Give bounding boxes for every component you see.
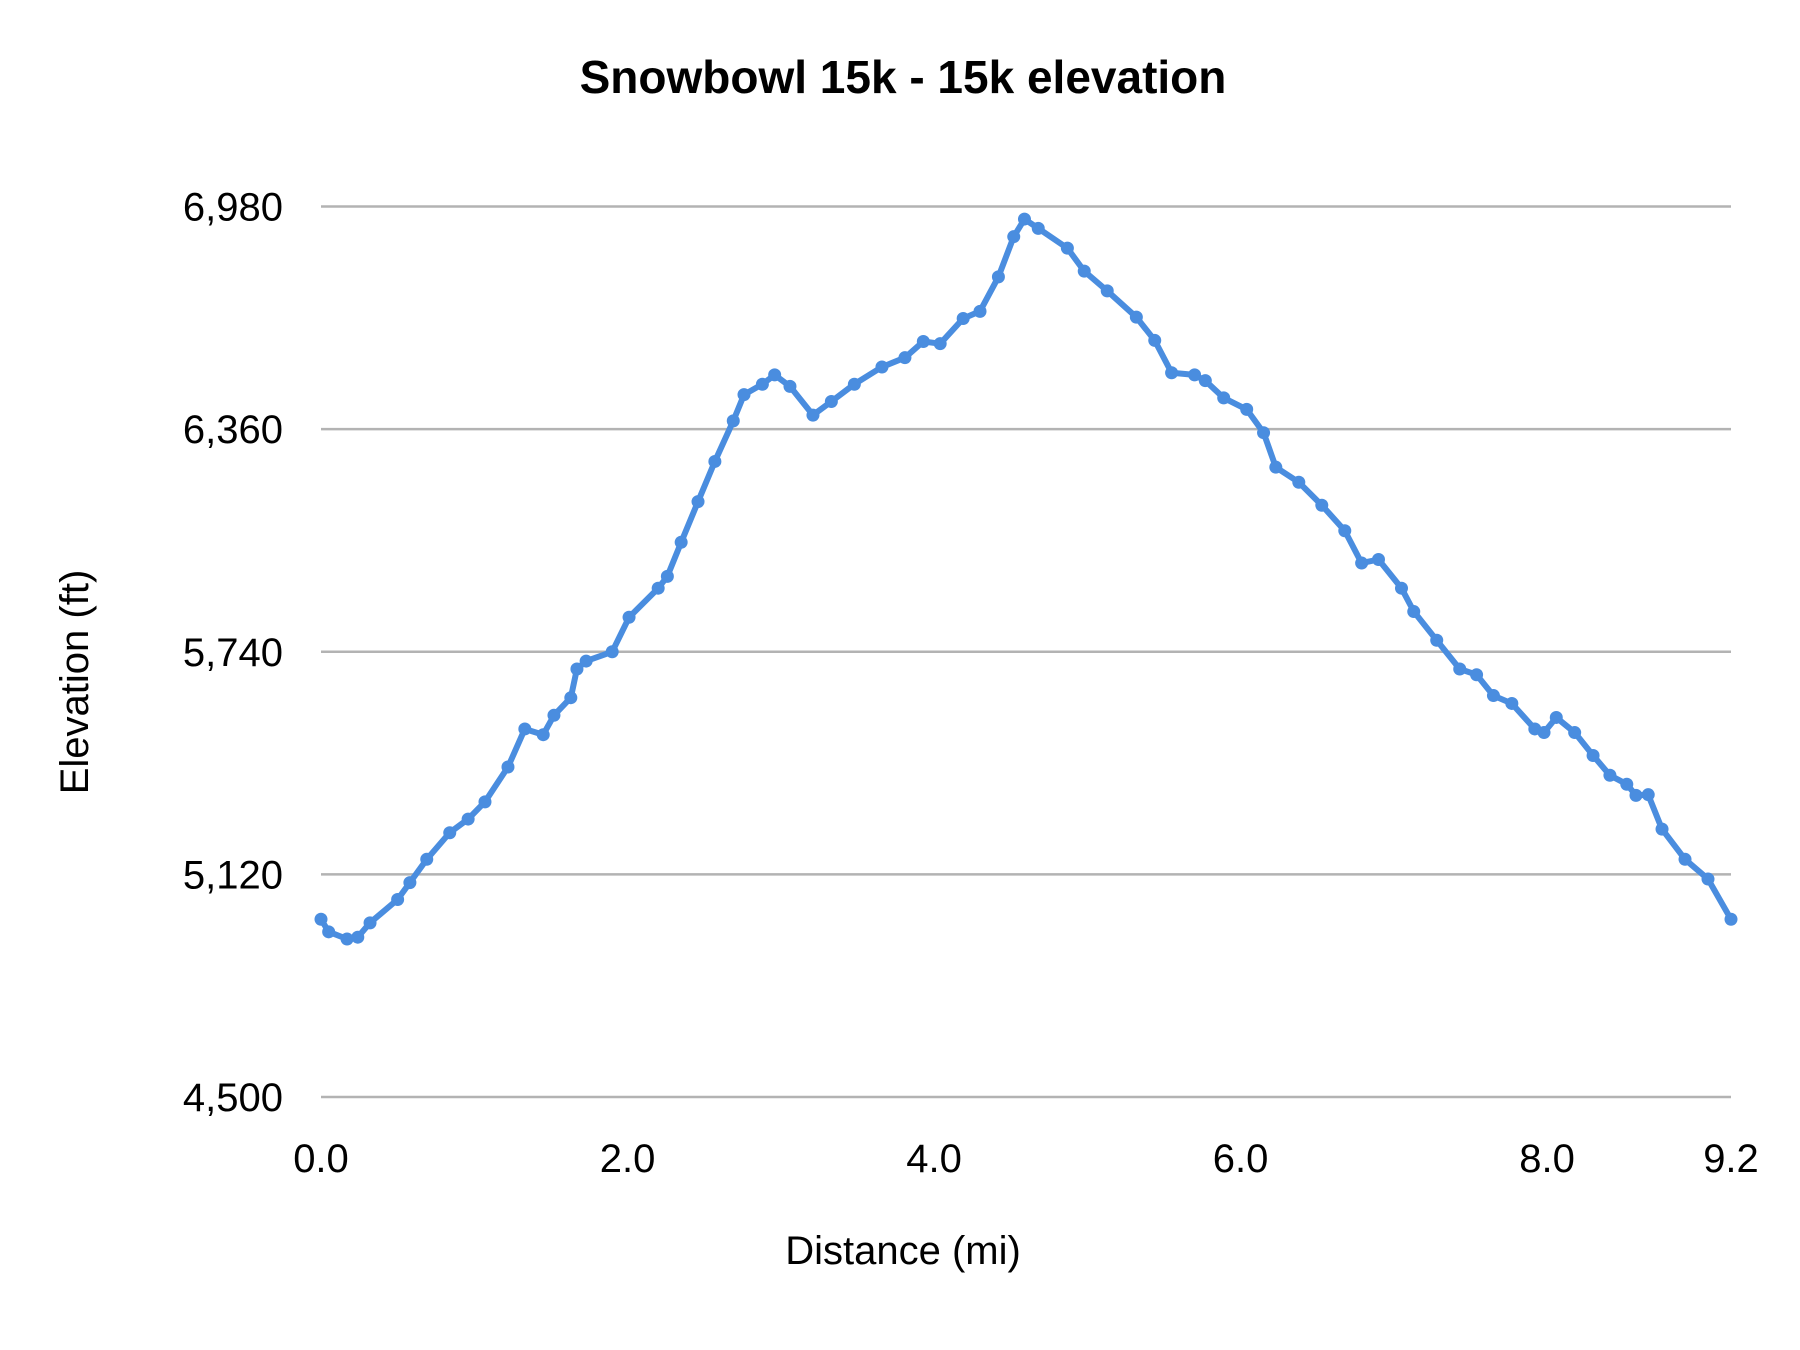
data-point: [1007, 230, 1021, 244]
data-point: [1148, 333, 1162, 347]
data-point: [564, 691, 578, 705]
data-point: [1505, 696, 1519, 710]
gridlines: [321, 205, 1731, 1099]
data-point: [461, 812, 475, 826]
data-point: [755, 377, 769, 391]
data-point: [570, 662, 584, 676]
data-point: [1655, 822, 1669, 836]
data-point: [1641, 788, 1655, 802]
data-point: [708, 454, 722, 468]
x-tick-label: 4.0: [906, 1137, 962, 1181]
data-point: [1586, 749, 1600, 763]
data-point: [314, 912, 328, 926]
data-point: [1486, 689, 1500, 703]
data-point: [1678, 852, 1692, 866]
data-point: [768, 368, 782, 382]
data-point: [1188, 368, 1202, 382]
data-point: [847, 377, 861, 391]
data-point: [933, 337, 947, 351]
data-point: [898, 351, 912, 365]
data-point: [1430, 633, 1444, 647]
data-point: [660, 569, 674, 583]
data-point: [1394, 581, 1408, 595]
data-point: [973, 304, 987, 318]
data-point: [351, 930, 365, 944]
data-point: [783, 379, 797, 393]
data-point: [501, 760, 515, 774]
data-point: [1629, 788, 1643, 802]
data-point: [726, 414, 740, 428]
data-point: [737, 388, 751, 402]
series-line: [318, 216, 1734, 942]
data-point: [1537, 726, 1551, 740]
data-point: [1338, 524, 1352, 538]
data-point: [536, 728, 550, 742]
y-axis-ticks: 4,500 5,120 5,740 6,360 6,980: [183, 186, 283, 1121]
data-point: [403, 876, 417, 890]
chart-title: Snowbowl 15k - 15k elevation: [580, 51, 1227, 103]
data-point: [1198, 374, 1212, 388]
x-tick-label: 0.0: [293, 1137, 349, 1181]
data-point: [1355, 556, 1369, 570]
data-point: [1100, 284, 1114, 298]
data-point: [674, 535, 688, 549]
data-point: [579, 654, 593, 668]
series-elevation: [314, 212, 1738, 946]
data-point: [1407, 605, 1421, 619]
data-point: [1453, 662, 1467, 676]
data-point: [691, 495, 705, 509]
data-point: [1470, 668, 1484, 682]
data-point: [875, 360, 889, 374]
data-point: [1165, 366, 1179, 380]
x-tick-label: 2.0: [600, 1137, 656, 1181]
data-point: [1077, 264, 1091, 278]
y-tick-label: 5,740: [183, 631, 283, 675]
data-point: [478, 795, 492, 809]
data-point: [806, 408, 820, 422]
data-point: [956, 312, 970, 326]
data-point: [1292, 475, 1306, 489]
y-tick-label: 4,500: [183, 1076, 283, 1120]
data-point: [1568, 726, 1582, 740]
data-point: [1549, 710, 1563, 724]
data-point: [991, 270, 1005, 284]
data-point: [1603, 768, 1617, 782]
data-point: [1017, 212, 1031, 226]
data-point: [1060, 241, 1074, 255]
data-point: [420, 852, 434, 866]
x-tick-label: 6.0: [1213, 1137, 1269, 1181]
x-tick-label: 8.0: [1519, 1137, 1575, 1181]
data-point: [443, 826, 457, 840]
data-point: [340, 932, 354, 946]
data-point: [605, 645, 619, 659]
data-point: [1315, 498, 1329, 512]
data-point: [1240, 402, 1254, 416]
data-point: [322, 925, 336, 939]
data-point: [1724, 912, 1738, 926]
x-axis-ticks: 0.0 2.0 4.0 6.0 8.0 9.2: [293, 1137, 1759, 1181]
data-point: [1620, 777, 1634, 791]
data-point: [547, 708, 561, 722]
data-point: [391, 893, 405, 907]
data-point: [824, 394, 838, 408]
data-point: [363, 916, 377, 930]
data-point: [1217, 391, 1231, 405]
y-tick-label: 6,980: [183, 186, 283, 230]
data-point: [1257, 426, 1271, 440]
y-tick-label: 6,360: [183, 408, 283, 452]
y-tick-label: 5,120: [183, 853, 283, 897]
data-point: [1701, 872, 1715, 886]
data-point: [518, 722, 532, 736]
data-point: [916, 335, 930, 349]
y-axis-label: Elevation (ft): [53, 570, 97, 795]
data-point: [622, 610, 636, 624]
x-tick-label: 9.2: [1703, 1137, 1759, 1181]
x-axis-label: Distance (mi): [785, 1229, 1021, 1273]
data-point: [1031, 221, 1045, 235]
data-point: [1372, 552, 1385, 566]
data-point: [651, 581, 665, 595]
data-point: [1269, 460, 1283, 474]
data-point: [1129, 310, 1143, 324]
